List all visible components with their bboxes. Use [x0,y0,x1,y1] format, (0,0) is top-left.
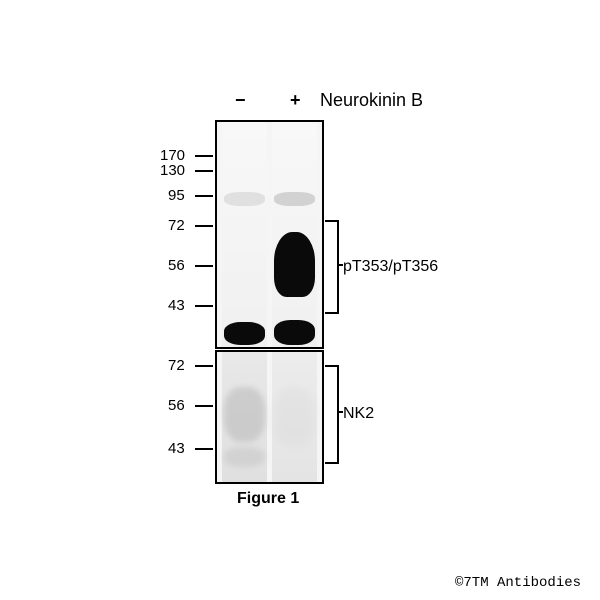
mw-label: 56 [168,257,185,274]
mw-label: 43 [168,440,185,457]
copyright-text: ©7TM Antibodies [455,575,581,591]
mw-label: 130 [160,162,185,179]
treatment-minus: − [235,90,246,111]
bracket-label-total: NK2 [343,405,374,423]
mw-label: 43 [168,297,185,314]
lane-top-minus [222,122,267,347]
band-smear [274,387,315,447]
figure-container: − + Neurokinin B 17013095725643 725643 p… [0,0,600,600]
band [274,192,315,206]
mw-tick [195,195,213,197]
mw-tick [195,170,213,172]
mw-tick [195,305,213,307]
mw-tick [195,365,213,367]
mw-label: 72 [168,357,185,374]
band-strong [274,232,315,297]
mw-label: 72 [168,217,185,234]
band [274,320,315,345]
mw-label: 56 [168,397,185,414]
lane-bottom-plus [272,352,317,482]
blot-panel-bottom [215,350,324,484]
band [224,322,265,345]
mw-tick [195,265,213,267]
mw-tick [195,405,213,407]
band-smear [224,387,265,442]
bracket-phospho [325,220,339,314]
figure-caption: Figure 1 [237,490,299,508]
mw-label: 95 [168,187,185,204]
band-smear [224,447,265,467]
blot-panel-top [215,120,324,349]
bracket-label-phospho: pT353/pT356 [343,258,438,276]
bracket-total [325,365,339,464]
mw-tick [195,155,213,157]
lane-bottom-minus [222,352,267,482]
band [224,192,265,206]
mw-tick [195,225,213,227]
mw-tick [195,448,213,450]
lane-top-plus [272,122,317,347]
treatment-compound: Neurokinin B [320,90,423,111]
treatment-plus: + [290,90,301,111]
